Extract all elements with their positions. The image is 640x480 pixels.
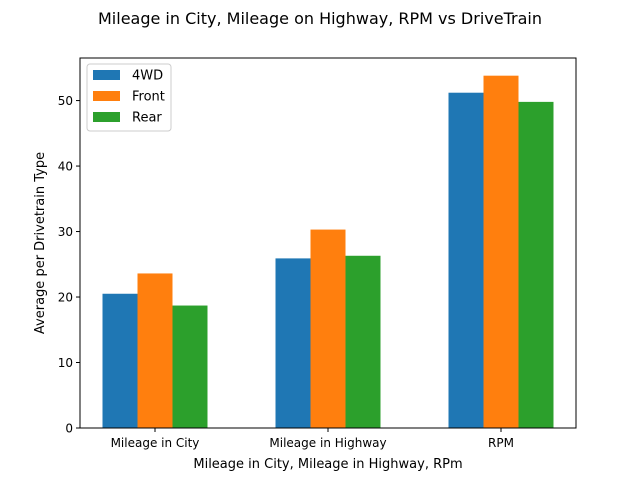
legend-swatch-rear xyxy=(93,112,120,122)
bar-4wd-0 xyxy=(102,293,138,428)
y-tick-label: 30 xyxy=(58,225,73,239)
bars-group xyxy=(102,75,554,429)
bar-front-0 xyxy=(137,273,173,428)
legend-swatch-4wd xyxy=(93,70,120,80)
bar-rear-1 xyxy=(345,255,381,428)
x-tick-label: RPM xyxy=(488,436,514,450)
y-tick-label: 50 xyxy=(58,94,73,108)
x-tick-label: Mileage in Highway xyxy=(269,436,386,450)
y-axis-label: Average per Drivetrain Type xyxy=(33,152,48,334)
legend-swatch-front xyxy=(93,91,120,101)
legend-label-rear: Rear xyxy=(132,111,162,126)
bar-rear-0 xyxy=(172,305,208,428)
x-axis: Mileage in City Mileage in Highway RPM xyxy=(111,428,514,450)
legend-label-front: Front xyxy=(132,90,165,105)
bar-front-1 xyxy=(310,229,346,428)
bar-4wd-2 xyxy=(448,92,484,429)
legend: 4WD Front Rear xyxy=(86,63,172,132)
chart-title: Mileage in City, Mileage on Highway, RPM… xyxy=(98,9,542,28)
legend-label-4wd: 4WD xyxy=(132,69,163,84)
y-tick-label: 40 xyxy=(58,160,73,174)
x-tick-label: Mileage in City xyxy=(111,436,200,450)
y-tick-label: 0 xyxy=(65,422,73,436)
bar-4wd-1 xyxy=(275,258,311,428)
bar-rear-2 xyxy=(518,101,554,429)
x-axis-label: Mileage in City, Mileage in Highway, RPm xyxy=(193,457,462,472)
bar-front-2 xyxy=(483,75,519,428)
y-tick-label: 10 xyxy=(58,356,73,370)
y-tick-label: 20 xyxy=(58,291,73,305)
y-axis: 0 10 20 30 40 50 xyxy=(58,94,80,436)
